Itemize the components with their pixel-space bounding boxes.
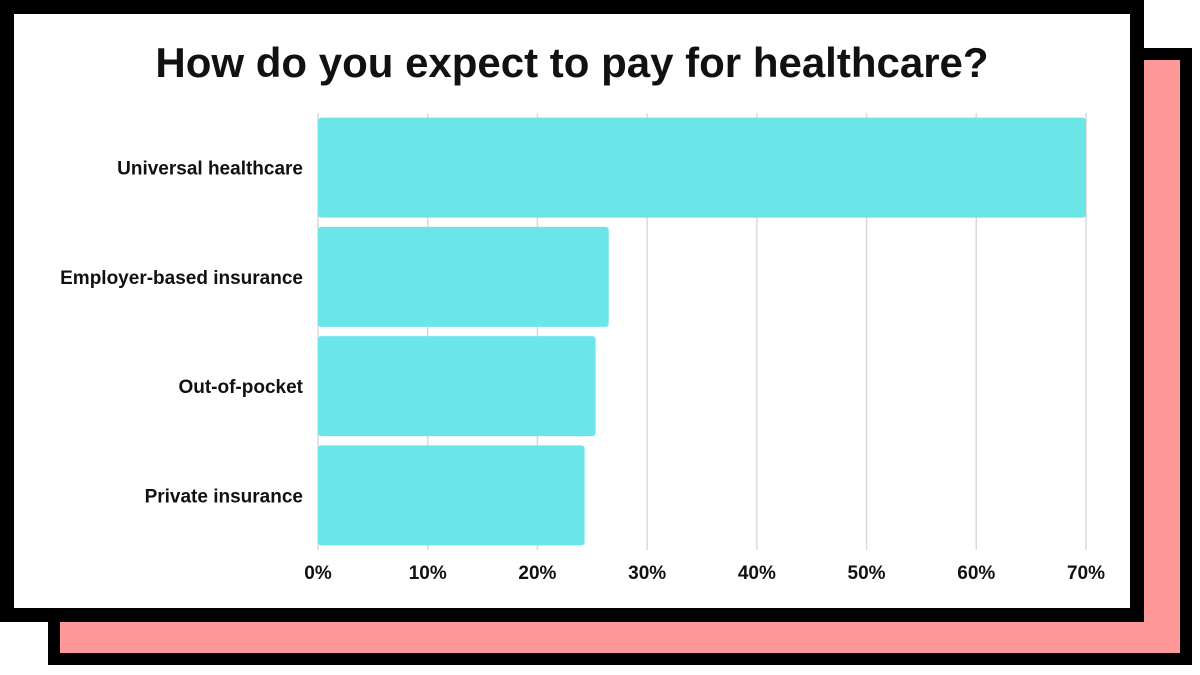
- bar: [318, 445, 585, 546]
- x-tick-label: 10%: [409, 563, 447, 584]
- x-tick-label: 30%: [628, 563, 666, 584]
- bar: [318, 117, 1086, 218]
- x-tick-label: 70%: [1067, 563, 1105, 584]
- category-labels: Universal healthcare Employer-based insur…: [60, 159, 304, 508]
- category-label: Universal healthcare: [117, 159, 303, 180]
- chart-title: How do you expect to pay for healthcare?: [155, 39, 989, 86]
- bar: [318, 336, 596, 437]
- x-tick-label: 40%: [738, 563, 776, 584]
- category-label: Employer-based insurance: [60, 268, 303, 289]
- bars: [318, 117, 1086, 546]
- x-axis-ticks: 0% 10% 20% 30% 40% 50% 60% 70%: [304, 563, 1105, 584]
- category-label: Private insurance: [145, 486, 303, 507]
- x-tick-label: 50%: [848, 563, 886, 584]
- x-tick-label: 0%: [304, 563, 332, 584]
- x-tick-label: 60%: [957, 563, 995, 584]
- x-tick-label: 20%: [518, 563, 556, 584]
- bar: [318, 226, 609, 327]
- category-label: Out-of-pocket: [178, 377, 303, 398]
